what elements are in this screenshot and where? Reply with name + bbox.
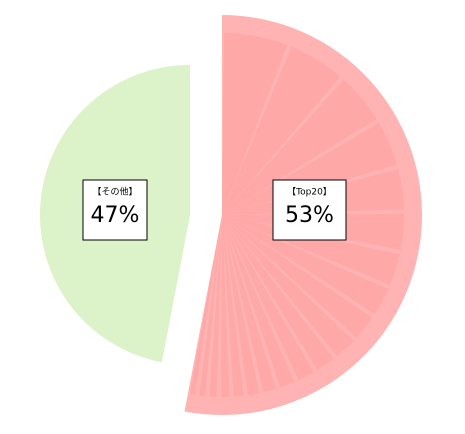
value-label: 47% [91, 203, 140, 228]
sub-wedge [222, 33, 288, 215]
sub-wedge [222, 215, 373, 338]
sub-wedge [221, 215, 230, 398]
sub-wedge [222, 215, 389, 315]
sub-wedge [222, 215, 260, 396]
sub-wedge [222, 46, 341, 216]
sub-wedge [209, 215, 222, 397]
category-label: 【Top20】 [287, 187, 332, 198]
sub-wedge [222, 215, 334, 370]
sub-wedge [222, 122, 397, 215]
sub-wedge [199, 215, 222, 397]
sub-wedge [190, 215, 222, 395]
sub-wedge [222, 215, 295, 388]
label-box [272, 179, 347, 241]
sub-wedge [222, 215, 314, 381]
sub-wedge [222, 215, 277, 393]
label-box [82, 179, 148, 241]
sub-wedge [222, 215, 354, 357]
category-label: 【その他】 [92, 186, 137, 198]
sub-wedge [222, 215, 244, 397]
sub-wedge [222, 79, 377, 216]
value-label: 53% [285, 203, 334, 228]
sub-wedge [222, 215, 400, 286]
